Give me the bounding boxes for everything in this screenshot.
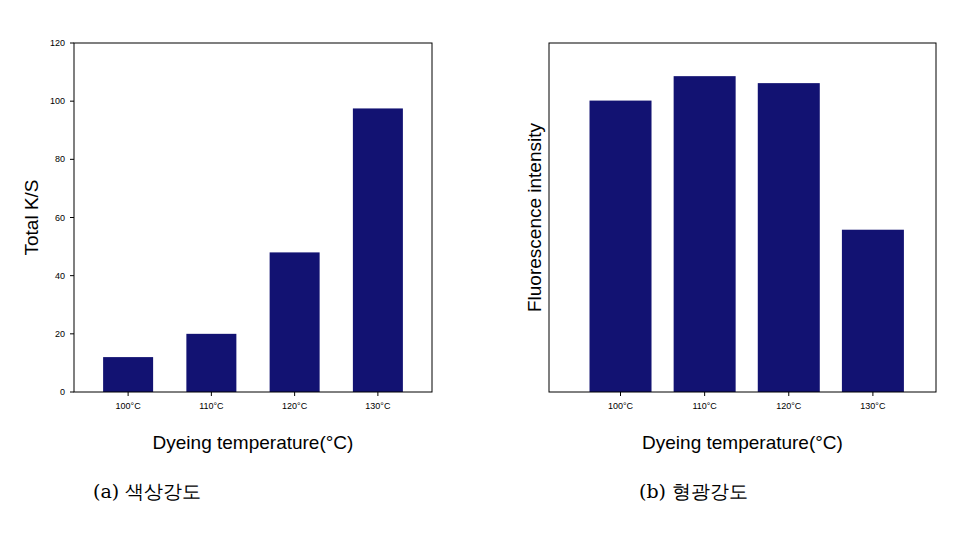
y-tick [70, 43, 74, 44]
x-tick-label: 100°C [608, 401, 634, 411]
bar [353, 108, 403, 392]
bar [842, 230, 904, 392]
y-tick-label: 20 [55, 329, 65, 339]
x-tick [704, 392, 705, 396]
caption: (a) 색상강도 [93, 480, 201, 502]
y-tick [70, 217, 74, 218]
plot-frame [74, 43, 432, 392]
y-axis-title: Total K/S [21, 179, 42, 255]
y-tick-label: 40 [55, 271, 65, 281]
y-tick-label: 80 [55, 154, 65, 164]
x-tick [377, 392, 378, 396]
x-tick [294, 392, 295, 396]
y-tick [70, 159, 74, 160]
x-tick [128, 392, 129, 396]
caption: (b) 형광강도 [639, 480, 748, 502]
chart: 0 20 40 60 80 100 120 100°C 110°C 120°C 130°C Dyein… [21, 38, 432, 502]
bar [758, 83, 820, 392]
x-tick-label: 130°C [365, 401, 391, 411]
x-tick [872, 392, 873, 396]
bar [103, 357, 153, 392]
x-tick-label: 130°C [860, 401, 886, 411]
x-tick-label: 100°C [116, 401, 142, 411]
bar [674, 76, 736, 392]
x-tick [620, 392, 621, 396]
y-tick [70, 392, 74, 393]
y-tick-label: 0 [60, 387, 65, 397]
x-tick-label: 110°C [692, 401, 717, 411]
x-tick-label: 120°C [282, 401, 308, 411]
x-axis-title: Dyeing temperature(°C) [642, 432, 843, 453]
x-axis-title: Dyeing temperature(°C) [153, 432, 354, 453]
y-tick-label: 60 [55, 213, 65, 223]
y-tick-label: 100 [50, 96, 65, 106]
x-tick-label: 110°C [199, 401, 224, 411]
bars [103, 108, 403, 392]
y-tick [70, 275, 74, 276]
y-axis-title: Fluorescence intensity [524, 122, 545, 312]
plot-frame [549, 43, 936, 392]
bar [186, 334, 236, 392]
bar [270, 252, 320, 392]
bar [590, 101, 652, 392]
y-tick [70, 333, 74, 334]
y-tick [70, 101, 74, 102]
x-tick [788, 392, 789, 396]
x-tick-label: 120°C [776, 401, 802, 411]
x-tick [211, 392, 212, 396]
bars [590, 76, 904, 392]
figure: 0 20 40 60 80 100 120 100°C 110°C 120°C 130°C Dyein… [0, 0, 958, 539]
y-tick-label: 120 [50, 38, 65, 48]
chart: 100°C 110°C 120°C 130°C Dyeing temperature(°… [524, 43, 936, 502]
